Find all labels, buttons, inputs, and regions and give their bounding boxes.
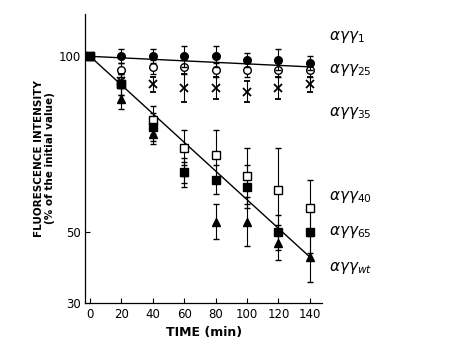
Text: $\alpha\gamma\gamma_{25}$: $\alpha\gamma\gamma_{25}$ [329,62,372,78]
X-axis label: TIME (min): TIME (min) [166,326,242,339]
Y-axis label: FLUORESCENCE INTENSITY
(% of the initial value): FLUORESCENCE INTENSITY (% of the initial… [34,80,55,237]
Text: $\alpha\gamma\gamma_{40}$: $\alpha\gamma\gamma_{40}$ [329,189,373,205]
Text: $\alpha\gamma\gamma_{wt}$: $\alpha\gamma\gamma_{wt}$ [329,259,373,276]
Text: $\alpha\gamma\gamma_{35}$: $\alpha\gamma\gamma_{35}$ [329,105,372,121]
Text: $\alpha\gamma\gamma_{65}$: $\alpha\gamma\gamma_{65}$ [329,224,372,240]
Text: $\alpha\gamma\gamma_{1}$: $\alpha\gamma\gamma_{1}$ [329,29,365,45]
